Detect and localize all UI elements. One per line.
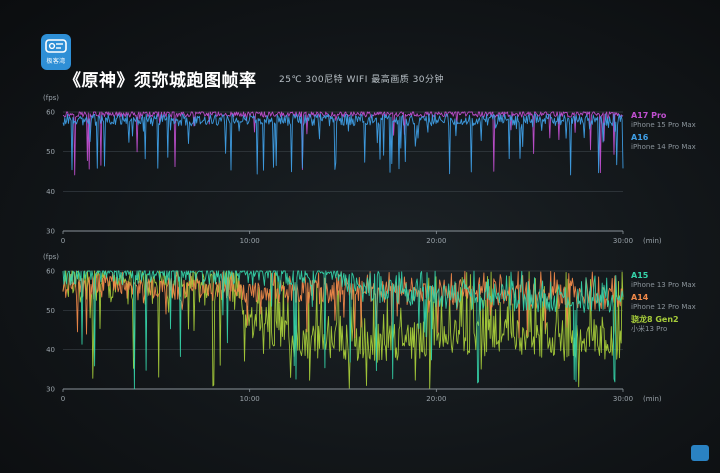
legend-device-name: iPhone 12 Pro Max [631,303,696,311]
y-tick-label: 50 [46,307,55,315]
corner-watermark-icon [691,445,709,461]
y-tick-label: 30 [46,228,55,236]
legend-series-name: A16 [631,133,649,142]
y-axis-label: (fps) [43,94,59,102]
legend-series-name: A17 Pro [631,111,667,120]
series-line-0 [62,111,624,176]
legend-series-name: A14 [631,293,649,302]
y-axis-label: (fps) [43,253,59,261]
y-tick-label: 30 [46,386,55,394]
x-tick-label: 0 [61,237,65,245]
x-tick-label: 10:00 [240,237,260,245]
x-axis-label: (min) [643,395,662,403]
y-tick-label: 40 [46,188,55,196]
logo-glyph-icon [45,39,67,53]
page-title: 《原神》须弥城跑图帧率 [64,71,257,91]
legend-series-name: 骁龙8 Gen2 [631,314,679,324]
y-tick-label: 60 [46,268,55,276]
y-tick-label: 60 [46,109,55,117]
x-tick-label: 30:00 [613,237,633,245]
series-line-2 [62,270,624,390]
series-line-0 [62,270,624,389]
legend-device-name: iPhone 13 Pro Max [631,281,696,289]
page-subtitle: 25℃ 300尼特 WIFI 最高画质 30分钟 [279,75,445,85]
series-line-1 [62,113,624,176]
legend-device-name: iPhone 14 Pro Max [631,143,696,151]
brand-logo: 极客湾 [41,34,71,70]
x-tick-label: 30:00 [613,395,633,403]
legend-device-name: iPhone 15 Pro Max [631,121,696,129]
logo-text: 极客湾 [46,58,66,65]
x-tick-label: 20:00 [426,395,446,403]
x-axis-label: (min) [643,237,662,245]
x-tick-label: 20:00 [426,237,446,245]
x-tick-label: 0 [61,395,65,403]
x-tick-label: 10:00 [240,395,260,403]
y-tick-label: 40 [46,346,55,354]
legend-series-name: A15 [631,271,649,280]
y-tick-label: 50 [46,148,55,156]
legend-device-name: 小米13 Pro [631,324,667,333]
